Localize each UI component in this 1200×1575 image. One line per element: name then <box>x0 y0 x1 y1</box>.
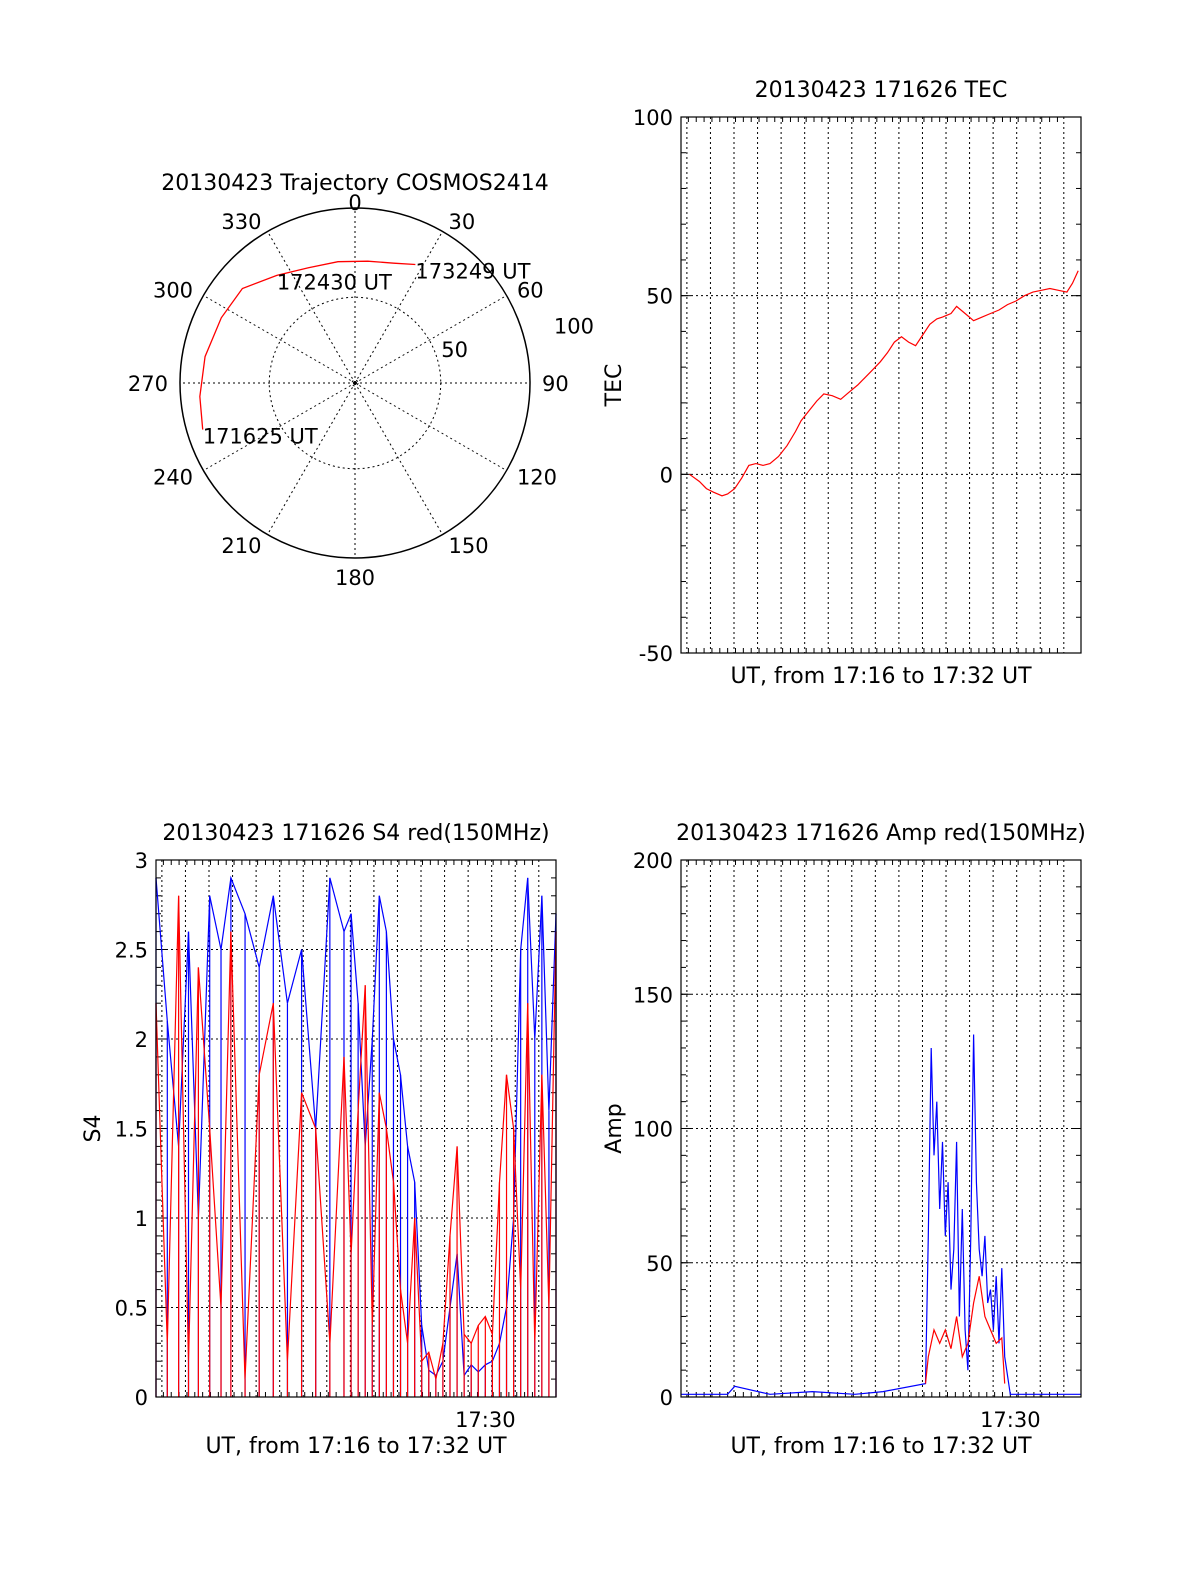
x-axis-label: UT, from 17:16 to 17:32 UT <box>730 664 1032 689</box>
trajectory-time-label: 171625 UT <box>203 425 318 449</box>
series-line-blue <box>155 875 557 1378</box>
s4-panel: 20130423 171626 S4 red(150MHz) 0 0.5 1 1.5 2 2… <box>81 821 557 1459</box>
series-line-red <box>155 895 557 1380</box>
polar-spoke <box>354 231 443 384</box>
polar-angle-label: 300 <box>153 279 193 303</box>
y-tick-label: 50 <box>646 1252 673 1276</box>
trajectory-line <box>199 260 416 430</box>
polar-angle-label: 180 <box>335 566 375 590</box>
polar-angle-label: 60 <box>517 279 544 303</box>
trajectory-time-label: 172430 UT <box>277 270 392 294</box>
polar-angle-label: 120 <box>517 466 557 490</box>
polar-center-mark <box>351 379 359 387</box>
plot-frame <box>680 859 1082 1398</box>
polar-spoke <box>354 295 507 384</box>
polar-angle-label: 90 <box>542 372 569 396</box>
polar-spoke <box>203 295 356 384</box>
chart-title: 20130423 171626 TEC <box>755 78 1008 103</box>
chart-title: 20130423 171626 Amp red(150MHz) <box>676 821 1086 846</box>
y-tick-label: 0.5 <box>115 1297 148 1321</box>
polar-spoke <box>267 382 356 535</box>
y-tick-label: 0 <box>660 463 673 487</box>
series-line-red <box>689 270 1079 497</box>
polar-radius-label: 50 <box>441 338 468 362</box>
polar-angle-label: 0 <box>348 191 361 215</box>
series-line-red <box>924 1276 1006 1384</box>
polar-angle-label: 30 <box>449 210 476 234</box>
y-axis-label: S4 <box>81 1115 106 1143</box>
y-tick-label: 150 <box>633 983 673 1007</box>
y-tick-label: 50 <box>646 285 673 309</box>
polar-angle-label: 210 <box>221 534 261 558</box>
polar-angle-label: 270 <box>128 372 168 396</box>
y-tick-label: 1.5 <box>115 1118 148 1142</box>
x-axis-label: UT, from 17:16 to 17:32 UT <box>730 1434 1032 1459</box>
y-axis-label: Amp <box>602 1103 627 1153</box>
y-tick-label: 0 <box>135 1386 148 1410</box>
y-tick-label: 2.5 <box>115 939 148 963</box>
amp-panel: 20130423 171626 Amp red(150MHz) 0 50 100 150… <box>602 821 1086 1459</box>
chart-title: 20130423 Trajectory COSMOS2414 <box>161 171 548 196</box>
polar-radius-label: 100 <box>554 314 594 338</box>
y-tick-label: 100 <box>633 106 673 130</box>
plot-frame <box>155 859 557 1398</box>
y-tick-label: 2 <box>135 1028 148 1052</box>
series-line-blue <box>681 1034 1081 1395</box>
polar-spoke <box>267 231 356 384</box>
x-axis-label: UT, from 17:16 to 17:32 UT <box>205 1434 507 1459</box>
polar-angle-label: 150 <box>449 534 489 558</box>
polar-spoke <box>203 382 356 471</box>
y-tick-label: 3 <box>135 849 148 873</box>
polar-angle-label: 240 <box>153 466 193 490</box>
tec-panel: 20130423 171626 TEC -50 0 50 100 UT, from 17:… <box>602 78 1082 689</box>
y-tick-label: 100 <box>633 1118 673 1142</box>
plot-frame <box>680 116 1082 654</box>
x-tick-label: 17:30 <box>980 1408 1041 1432</box>
y-tick-label: 1 <box>135 1207 148 1231</box>
polar-spoke <box>354 382 443 535</box>
polar-angle-label: 330 <box>221 210 261 234</box>
x-tick-label: 17:30 <box>455 1408 516 1432</box>
y-tick-label: 200 <box>633 849 673 873</box>
trajectory-time-label: 173249 UT <box>415 259 530 283</box>
y-tick-label: -50 <box>639 642 673 666</box>
polar-spoke <box>354 382 507 471</box>
chart-title: 20130423 171626 S4 red(150MHz) <box>162 821 549 846</box>
y-axis-label: TEC <box>602 364 627 408</box>
y-tick-label: 0 <box>660 1386 673 1410</box>
polar-outer-circle <box>179 207 531 559</box>
